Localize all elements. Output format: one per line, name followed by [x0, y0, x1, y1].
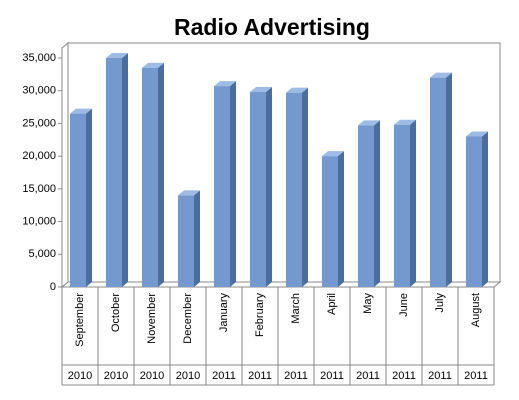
bar	[70, 113, 86, 287]
chart-title: Radio Advertising	[174, 14, 370, 40]
bar-side	[122, 53, 128, 287]
bar	[142, 67, 158, 287]
year-label: 2011	[428, 370, 452, 382]
bar-top	[106, 53, 128, 58]
bar	[286, 92, 302, 287]
bar-side	[266, 87, 272, 287]
bar	[358, 125, 374, 288]
y-tick-label: 10,000	[22, 215, 56, 227]
x-tick-label: November	[146, 293, 158, 344]
x-tick-label: May	[362, 293, 374, 314]
y-tick-label: 15,000	[22, 183, 56, 195]
bar-top	[178, 190, 200, 196]
bar-side	[302, 87, 308, 287]
bar	[178, 195, 194, 287]
year-label: 2010	[68, 370, 92, 382]
y-tick-label: 35,000	[22, 52, 56, 64]
year-label: 2011	[356, 370, 380, 382]
side-wall	[61, 41, 69, 289]
x-tick-label: March	[290, 293, 302, 324]
year-label: 2010	[140, 370, 164, 382]
bar-top	[70, 108, 92, 114]
y-tick-label: 30,000	[22, 85, 56, 97]
bar-top	[250, 87, 272, 93]
bar-top	[322, 151, 344, 157]
x-tick-label: January	[218, 293, 230, 333]
y-tick-label: 0	[50, 281, 56, 293]
bar	[466, 136, 482, 287]
bar	[250, 92, 266, 287]
bar-top	[430, 72, 452, 78]
bar	[214, 86, 230, 288]
bar-top	[286, 87, 308, 93]
back-wall	[67, 42, 501, 283]
year-label: 2011	[392, 370, 416, 382]
year-label: 2011	[284, 370, 308, 382]
y-tick-label: 20,000	[22, 150, 56, 162]
y-tick-label: 25,000	[22, 117, 56, 129]
bar	[322, 156, 338, 287]
bar-side	[446, 72, 452, 287]
bar-side	[374, 120, 380, 288]
bar	[394, 124, 410, 287]
bar-top	[142, 62, 164, 68]
year-label: 2010	[104, 370, 128, 382]
bar-side	[410, 119, 416, 287]
bar-side	[338, 151, 344, 287]
x-tick-label: June	[398, 293, 410, 317]
bar-side	[158, 62, 164, 287]
x-tick-label: July	[434, 293, 446, 313]
bar-side	[86, 108, 92, 287]
bar	[430, 77, 446, 287]
bar-top	[394, 119, 416, 125]
year-label: 2011	[212, 370, 236, 382]
bar-side	[482, 131, 488, 287]
bar-side	[194, 190, 200, 287]
x-tick-label: October	[110, 293, 122, 332]
year-label: 2011	[248, 370, 272, 382]
y-tick-label: 5,000	[28, 248, 56, 260]
x-tick-label: August	[470, 293, 482, 327]
x-tick-label: April	[326, 293, 338, 315]
bar-side	[230, 81, 236, 288]
year-label: 2010	[176, 370, 200, 382]
year-label: 2011	[464, 370, 488, 382]
bar-top	[214, 81, 236, 87]
year-label: 2011	[320, 370, 344, 382]
x-tick-label: December	[182, 293, 194, 344]
bar	[106, 58, 122, 287]
x-tick-label: February	[254, 293, 266, 338]
bar-top	[358, 120, 380, 126]
bar-top	[466, 131, 488, 137]
x-tick-label: September	[74, 293, 86, 347]
